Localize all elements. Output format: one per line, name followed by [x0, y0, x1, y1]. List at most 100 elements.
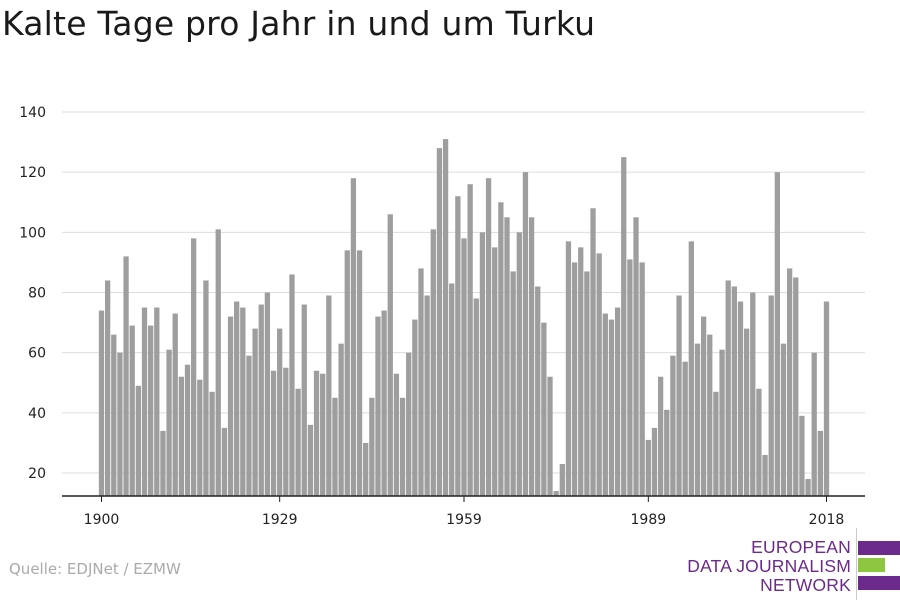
- bar: [510, 271, 516, 496]
- y-tick-label: 40: [28, 406, 46, 422]
- bar: [639, 262, 645, 496]
- chart-title: Kalte Tage pro Jahr in und um Turku: [2, 4, 596, 43]
- bar: [541, 322, 547, 496]
- bar: [633, 217, 639, 496]
- logo-line-1: EUROPEAN: [751, 537, 851, 557]
- bar: [651, 427, 658, 496]
- bar: [430, 229, 436, 496]
- bar: [547, 376, 553, 496]
- bar: [375, 316, 381, 496]
- bar: [338, 343, 344, 496]
- bar: [707, 334, 713, 496]
- bar: [670, 355, 676, 496]
- x-tick-label: 1989: [631, 512, 667, 528]
- bar: [172, 313, 178, 496]
- bar: [479, 232, 486, 497]
- bar: [596, 253, 602, 496]
- bar: [602, 313, 608, 496]
- bar: [553, 491, 559, 496]
- bar: [117, 352, 123, 496]
- x-tick-label: 2018: [809, 512, 845, 528]
- bar: [166, 349, 172, 496]
- bar: [227, 316, 234, 496]
- bar: [289, 274, 295, 496]
- edjnet-logo: EUROPEAN DATA JOURNALISM NETWORK: [687, 538, 851, 595]
- bar: [307, 424, 314, 496]
- bar: [197, 379, 203, 496]
- bar: [743, 328, 750, 496]
- bar: [762, 454, 768, 496]
- bar: [793, 277, 799, 496]
- bar: [356, 250, 363, 496]
- y-tick-label: 60: [28, 346, 46, 362]
- bar: [313, 370, 320, 496]
- y-tick-label: 20: [28, 466, 46, 482]
- bar: [811, 352, 817, 496]
- x-tick-label: 1929: [262, 512, 298, 528]
- bar: [682, 361, 688, 496]
- bar: [203, 280, 209, 496]
- bar: [713, 391, 719, 496]
- logo-bar-purple-top: [858, 541, 900, 555]
- bar: [277, 328, 283, 496]
- bar: [320, 373, 326, 496]
- bar: [467, 184, 473, 496]
- bar: [424, 295, 430, 496]
- bar: [399, 397, 406, 496]
- bar: [756, 388, 762, 496]
- bar: [393, 373, 400, 496]
- bar: [240, 307, 246, 496]
- bar: [786, 268, 793, 496]
- bar: [461, 238, 467, 496]
- y-tick-label: 100: [19, 225, 46, 241]
- bar: [178, 376, 185, 496]
- bar: [129, 325, 135, 496]
- bar: [418, 268, 424, 496]
- bars: [98, 139, 830, 497]
- x-tick-label: 1959: [446, 512, 482, 528]
- bar: [344, 250, 350, 496]
- bar: [270, 370, 277, 496]
- bar: [326, 295, 332, 496]
- bar: [301, 304, 307, 496]
- bar: [627, 259, 633, 496]
- bar: [135, 385, 142, 496]
- bar: [805, 479, 811, 496]
- bar: [565, 241, 572, 496]
- bar: [412, 319, 418, 496]
- bar: [780, 343, 787, 496]
- bar: [621, 157, 627, 496]
- logo-bar-purple-bottom: [858, 576, 900, 590]
- bar: [608, 319, 615, 496]
- bar: [590, 208, 596, 496]
- bar: [350, 178, 357, 496]
- bar: [774, 172, 780, 496]
- bar: [676, 295, 682, 496]
- bar: [381, 310, 387, 496]
- y-tick-label: 80: [28, 286, 46, 302]
- logo-line-3: NETWORK: [760, 575, 851, 595]
- bar: [295, 388, 301, 496]
- bar: [123, 256, 129, 496]
- logo-divider: [856, 528, 857, 600]
- bar: [406, 352, 412, 496]
- bar: [184, 364, 191, 496]
- bar: [369, 397, 375, 496]
- bar: [485, 178, 492, 496]
- bar: [522, 172, 529, 496]
- bar: [436, 148, 443, 496]
- bar: [473, 298, 479, 496]
- bar: [498, 202, 504, 496]
- bar: [258, 304, 264, 496]
- bar: [363, 442, 369, 496]
- y-tick-label: 120: [19, 165, 46, 181]
- bar: [264, 292, 271, 496]
- bar: [725, 280, 731, 496]
- y-axis-labels: 20 40 60 80 100 120 140: [19, 105, 46, 482]
- bar: [737, 301, 744, 496]
- bar: [252, 328, 258, 496]
- bar: [584, 271, 590, 496]
- bar: [98, 310, 105, 496]
- bar: [750, 292, 756, 496]
